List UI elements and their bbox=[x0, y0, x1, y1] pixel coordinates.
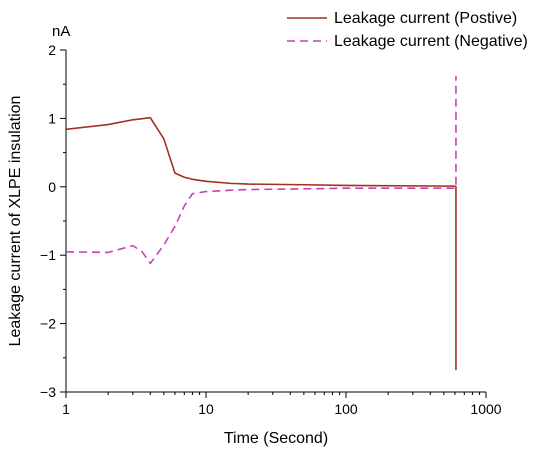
y-tick-label: −3 bbox=[40, 384, 56, 400]
series-line-postive bbox=[65, 116, 457, 371]
legend-label-negative: Leakage current (Negative) bbox=[334, 33, 528, 50]
x-tick-label: 10 bbox=[198, 401, 214, 417]
axis-ticks: 1 10 100 1000 −3 −2 −1 0 1 2 bbox=[40, 42, 502, 417]
legend-label-postive: Leakage current (Postive) bbox=[334, 10, 517, 27]
legend: Leakage current (Postive) Leakage curren… bbox=[287, 10, 528, 50]
y-tick-label: 1 bbox=[48, 110, 56, 126]
y-unit-label: nA bbox=[52, 23, 70, 40]
series-line-negative bbox=[65, 75, 457, 265]
series-layer bbox=[65, 75, 457, 371]
y-axis-title: Leakage current of XLPE insulation bbox=[7, 96, 24, 347]
y-tick-label: −1 bbox=[40, 247, 56, 263]
y-tick-label: 0 bbox=[48, 179, 56, 195]
x-tick-label: 100 bbox=[334, 401, 358, 417]
y-tick-label: −2 bbox=[40, 316, 56, 332]
x-tick-label: 1000 bbox=[470, 401, 501, 417]
y-tick-label: 2 bbox=[48, 42, 56, 58]
plot-area: 1 10 100 1000 −3 −2 −1 0 1 2 bbox=[40, 42, 502, 417]
x-axis-title: Time (Second) bbox=[224, 430, 328, 447]
x-tick-label: 1 bbox=[62, 401, 70, 417]
